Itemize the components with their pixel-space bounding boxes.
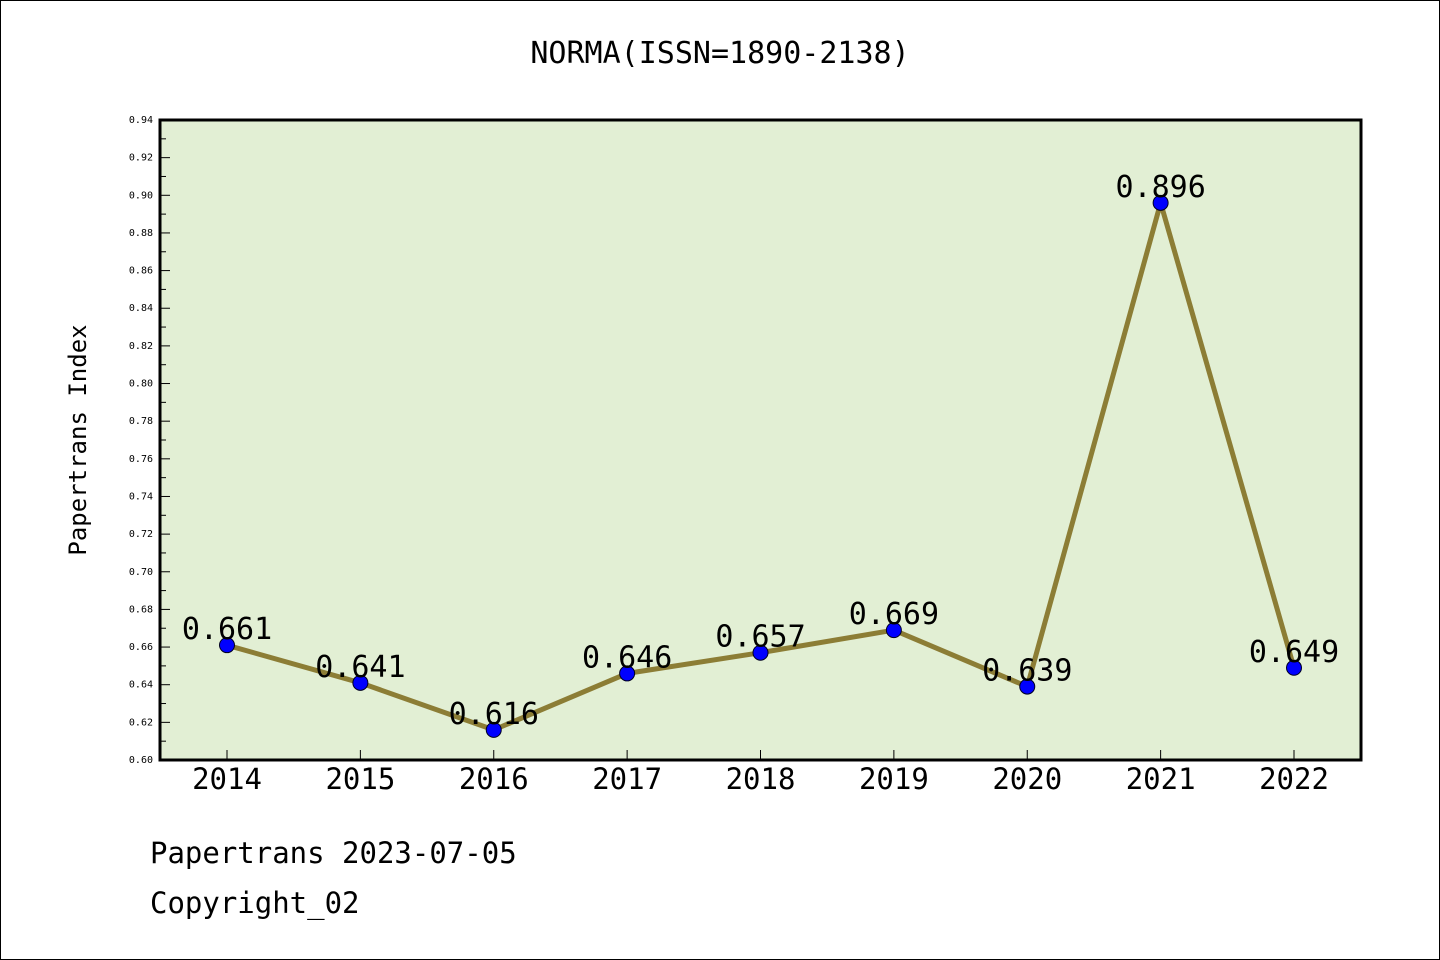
- y-tick-label: 0.92: [129, 153, 153, 164]
- y-tick-label: 0.66: [129, 642, 153, 653]
- y-tick-label: 0.80: [129, 379, 153, 390]
- footer-date: Papertrans 2023-07-05: [150, 836, 517, 870]
- y-tick-label: 0.74: [129, 491, 153, 502]
- data-point: [752, 644, 769, 661]
- data-point: [1286, 659, 1302, 676]
- y-tick-label: 0.84: [129, 303, 153, 314]
- x-tick-label: 2018: [726, 762, 796, 796]
- x-tick-label: 2015: [325, 762, 395, 796]
- data-label: 0.641: [315, 650, 405, 685]
- data-label: 0.896: [1115, 170, 1205, 205]
- y-tick-label: 0.60: [129, 755, 153, 766]
- x-tick-label: 2016: [459, 762, 529, 796]
- x-tick-label: 2020: [992, 762, 1062, 796]
- x-tick-label: 2022: [1259, 762, 1329, 796]
- data-point: [885, 622, 902, 639]
- y-tick-label: 0.90: [129, 190, 153, 201]
- y-tick-label: 0.70: [129, 567, 153, 578]
- data-label: 0.649: [1249, 635, 1339, 670]
- data-point: [1019, 678, 1036, 695]
- data-label: 0.657: [715, 620, 805, 655]
- x-tick-label: 2019: [859, 762, 929, 796]
- y-tick-label: 0.86: [129, 266, 153, 277]
- chart-title: NORMA(ISSN=1890-2138): [530, 36, 910, 71]
- x-tick-label: 2017: [592, 762, 662, 796]
- x-tick-label: 2021: [1126, 762, 1196, 796]
- data-label: 0.639: [982, 654, 1072, 689]
- y-tick-label: 0.88: [129, 228, 153, 239]
- y-tick-label: 0.94: [129, 115, 153, 126]
- y-tick-label: 0.68: [129, 604, 153, 615]
- data-point: [485, 721, 502, 738]
- y-tick-label: 0.76: [129, 454, 153, 465]
- y-tick-label: 0.64: [129, 680, 153, 691]
- data-label: 0.646: [582, 640, 672, 675]
- y-tick-label: 0.78: [129, 416, 153, 427]
- data-label: 0.661: [182, 612, 272, 647]
- data-point: [219, 637, 235, 654]
- y-axis-label: Papertrans Index: [64, 324, 92, 555]
- y-tick-label: 0.62: [129, 717, 153, 728]
- data-point: [352, 674, 369, 691]
- footer-copyright: Copyright_02: [150, 886, 360, 920]
- plot-border: [158, 118, 1363, 762]
- y-tick-label: 0.82: [129, 341, 153, 352]
- data-label: 0.616: [449, 697, 539, 732]
- data-point: [619, 665, 636, 682]
- data-point: [1152, 194, 1169, 211]
- x-tick-label: 2014: [192, 762, 262, 796]
- data-label: 0.669: [849, 597, 939, 632]
- y-tick-label: 0.72: [129, 529, 153, 540]
